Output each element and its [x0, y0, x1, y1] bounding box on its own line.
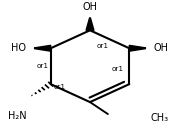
Text: OH: OH	[82, 2, 98, 12]
Text: HO: HO	[11, 43, 26, 53]
Text: H₂N: H₂N	[8, 111, 26, 121]
Text: CH₃: CH₃	[151, 113, 169, 123]
Text: or1: or1	[37, 63, 49, 69]
Polygon shape	[129, 45, 145, 51]
Text: or1: or1	[53, 84, 65, 90]
Polygon shape	[86, 18, 94, 30]
Polygon shape	[35, 45, 51, 51]
Text: or1: or1	[111, 66, 123, 72]
Text: or1: or1	[96, 43, 108, 49]
Text: OH: OH	[154, 43, 169, 53]
